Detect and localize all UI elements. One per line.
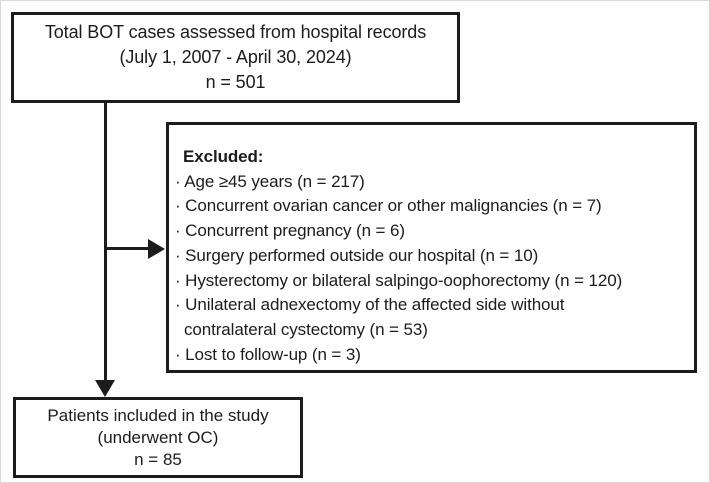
total-cases-box: Total BOT cases assessed from hospital r… bbox=[11, 12, 460, 103]
excluded-item-hysterectomy: · Hysterectomy or bilateral salpingo-oop… bbox=[175, 270, 623, 290]
total-cases-line-1: Total BOT cases assessed from hospital r… bbox=[44, 22, 427, 42]
total-cases-line-2: (July 1, 2007 - April 30, 2024) bbox=[119, 47, 352, 67]
excluded-item-cancer: · Concurrent ovarian cancer or other mal… bbox=[175, 196, 602, 216]
excluded-item-pregnancy: · Concurrent pregnancy (n = 6) bbox=[175, 221, 405, 241]
included-count: n = 85 bbox=[134, 449, 182, 469]
horizontal-connector-line bbox=[103, 247, 150, 250]
arrowhead-down-icon bbox=[95, 380, 115, 397]
excluded-item-follow-up: · Lost to follow-up (n = 3) bbox=[175, 344, 361, 364]
included-line-2: (underwent OC) bbox=[97, 427, 219, 447]
excluded-item-outside-surgery: · Surgery performed outside our hospital… bbox=[175, 245, 539, 265]
excluded-item-age: · Age ≥45 years (n = 217) bbox=[175, 171, 365, 191]
included-patients-box: Patients included in the study (underwen… bbox=[13, 397, 303, 478]
vertical-connector-line bbox=[103, 101, 107, 381]
excluded-heading: Excluded: bbox=[183, 147, 264, 166]
excluded-box: Excluded: · Age ≥45 years (n = 217) · Co… bbox=[166, 122, 697, 373]
excluded-item-adnexectomy-cont: contralateral cystectomy (n = 53) bbox=[184, 319, 428, 339]
excluded-item-adnexectomy: · Unilateral adnexectomy of the affected… bbox=[175, 295, 565, 315]
arrowhead-right-icon bbox=[148, 238, 165, 259]
total-cases-count: n = 501 bbox=[205, 72, 266, 92]
included-line-1: Patients included in the study bbox=[47, 405, 269, 425]
